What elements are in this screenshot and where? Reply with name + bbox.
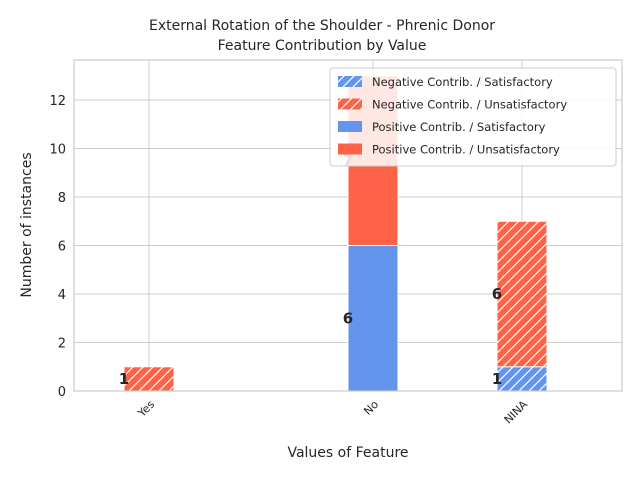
legend-label: Positive Contrib. / Unsatisfactory <box>372 143 560 157</box>
chart-subtitle: Feature Contribution by Value <box>218 38 427 54</box>
y-axis-label: Number of instances <box>19 152 35 297</box>
x-tick-label: Yes <box>135 398 158 421</box>
legend-swatch <box>338 143 362 155</box>
x-axis-label: Values of Feature <box>287 445 408 461</box>
x-tick-label: No <box>361 398 381 418</box>
bar-segment <box>347 245 399 392</box>
legend: Negative Contrib. / Satisfactory Negative… <box>329 67 617 167</box>
y-axis-ticks: 0 2 4 6 8 10 12 <box>49 94 66 400</box>
bar-value-label: 1 <box>492 370 502 388</box>
y-tick-label: 2 <box>58 337 66 352</box>
data-labels: 16716 <box>119 152 502 388</box>
legend-label: Negative Contrib. / Unsatisfactory <box>372 98 567 112</box>
x-axis-ticks: Yes No NINA <box>135 398 531 427</box>
bar-value-label: 1 <box>119 370 129 388</box>
y-tick-label: 6 <box>58 240 66 255</box>
legend-label: Positive Contrib. / Satisfactory <box>372 120 546 134</box>
y-tick-label: 0 <box>58 385 66 400</box>
plot-frame <box>73 59 623 392</box>
bar-hatch <box>497 366 547 391</box>
chart-title: External Rotation of the Shoulder - Phre… <box>149 18 495 34</box>
y-tick-label: 10 <box>49 143 66 158</box>
bar-value-label: 6 <box>343 309 353 327</box>
y-tick-label: 4 <box>58 288 66 303</box>
y-tick-label: 8 <box>58 191 66 206</box>
bar-hatch <box>497 221 547 367</box>
bar-value-label: 6 <box>492 285 502 303</box>
y-tick-label: 12 <box>49 94 66 109</box>
bar-hatch <box>124 366 174 391</box>
legend-swatch-hatch <box>338 98 362 110</box>
x-tick-label: NINA <box>502 398 531 427</box>
legend-label: Negative Contrib. / Satisfactory <box>372 75 553 89</box>
legend-swatch-hatch <box>338 76 362 87</box>
legend-swatch <box>338 121 362 132</box>
legend-box <box>329 67 617 167</box>
